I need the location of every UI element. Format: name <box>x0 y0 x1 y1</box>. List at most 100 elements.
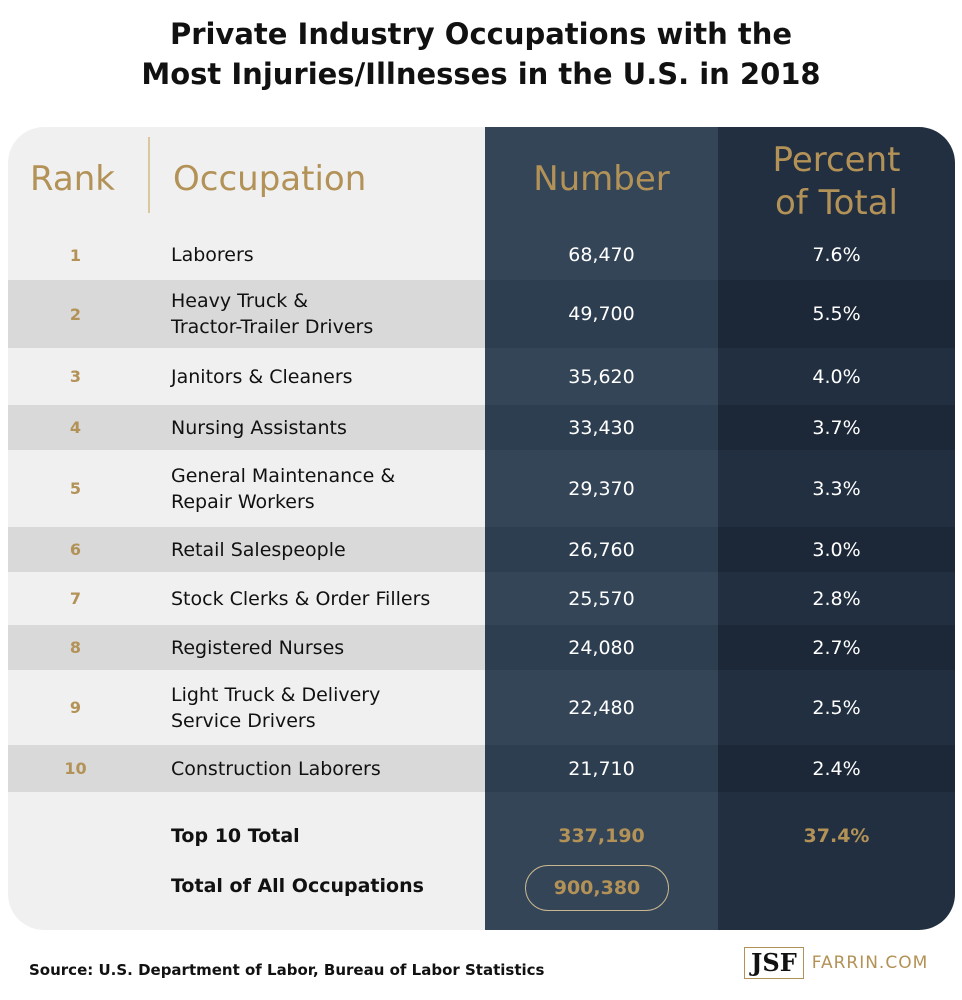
percent-cell: 2.4% <box>812 757 861 780</box>
header-rank: Rank <box>30 159 115 199</box>
row-bg-number <box>485 745 718 792</box>
number-cell: 49,700 <box>568 303 635 325</box>
rank-cell: 9 <box>69 698 82 717</box>
occupation-cell: Stock Clerks & Order Fillers <box>171 572 481 625</box>
rank-cell: 8 <box>69 638 82 657</box>
occupation-cell: Light Truck & Delivery Service Drivers <box>171 670 481 745</box>
top10-label: Top 10 Total <box>171 825 300 847</box>
number-cell: 33,430 <box>568 416 635 439</box>
occupation-cell: Nursing Assistants <box>171 405 481 450</box>
header-occupation: Occupation <box>173 159 367 199</box>
number-cell: 35,620 <box>568 365 635 388</box>
number-cell: 29,370 <box>568 477 635 500</box>
table-row: 7 Stock Clerks & Order Fillers 25,570 2.8% <box>8 572 955 625</box>
logo-text: FARRIN.COM <box>811 953 929 973</box>
percent-cell: 2.8% <box>812 587 861 610</box>
row-bg <box>8 745 485 792</box>
number-cell: 26,760 <box>568 538 635 561</box>
header-percent: Percent of Total <box>718 139 955 225</box>
row-bg-percent <box>718 527 955 572</box>
source-note: Source: U.S. Department of Labor, Bureau… <box>29 961 545 979</box>
all-occupations-label: Total of All Occupations <box>171 875 424 897</box>
row-bg <box>8 625 485 670</box>
occupation-cell: General Maintenance & Repair Workers <box>171 450 481 527</box>
table-row: 3 Janitors & Cleaners 35,620 4.0% <box>8 348 955 405</box>
rank-cell: 2 <box>69 304 82 324</box>
page-title: Private Industry Occupations with the Mo… <box>0 14 962 94</box>
table-row: 6 Retail Salespeople 26,760 3.0% <box>8 527 955 572</box>
number-cell: 25,570 <box>568 587 635 610</box>
occupation-line-1: Retail Salespeople <box>171 538 346 561</box>
row-bg-number <box>485 625 718 670</box>
table-row: 4 Nursing Assistants 33,430 3.7% <box>8 405 955 450</box>
occupation-line-1: Heavy Truck & <box>171 290 309 312</box>
rank-cell: 7 <box>69 589 82 608</box>
table-row: 2 Heavy Truck & Tractor-Trailer Drivers 49,… <box>8 280 955 348</box>
table-row: 8 Registered Nurses 24,080 2.7% <box>8 625 955 670</box>
row-bg <box>8 280 485 348</box>
number-cell: 68,470 <box>568 244 635 266</box>
table-row: 1 Laborers 68,470 7.6% <box>8 230 955 280</box>
row-bg-number <box>485 280 718 348</box>
row-bg-percent <box>718 745 955 792</box>
logo-mark: JSF <box>744 947 804 979</box>
percent-cell: 2.5% <box>812 696 861 719</box>
occupation-line-1: Registered Nurses <box>171 636 345 659</box>
percent-cell: 5.5% <box>812 303 861 325</box>
occupation-line-1: Laborers <box>171 244 254 266</box>
table-row: 5 General Maintenance & Repair Workers 29,3… <box>8 450 955 527</box>
occupation-line-1: Janitors & Cleaners <box>171 365 353 388</box>
table-body: 1 Laborers 68,470 7.6% 2 Heavy Truck & Tractor… <box>8 230 955 792</box>
table-row: 10 Construction Laborers 21,710 2.4% <box>8 745 955 792</box>
row-bg-percent <box>718 405 955 450</box>
row-bg-percent <box>718 280 955 348</box>
occupation-line-1: Stock Clerks & Order Fillers <box>171 587 431 610</box>
rank-cell: 1 <box>69 245 82 265</box>
occupation-line-1: Nursing Assistants <box>171 416 347 439</box>
occupation-line-2: Tractor-Trailer Drivers <box>171 316 374 338</box>
occupation-line-1: General Maintenance & <box>171 464 396 487</box>
occupation-cell: Heavy Truck & Tractor-Trailer Drivers <box>171 280 481 348</box>
rank-cell: 3 <box>69 367 82 386</box>
occupation-line-1: Light Truck & Delivery <box>171 683 381 706</box>
top10-number: 337,190 <box>558 825 645 847</box>
percent-cell: 3.7% <box>812 416 861 439</box>
occupation-line-2: Service Drivers <box>171 709 316 732</box>
header-percent-line-1: Percent <box>772 140 901 180</box>
percent-cell: 3.3% <box>812 477 861 500</box>
row-bg-number <box>485 527 718 572</box>
row-bg-number <box>485 405 718 450</box>
title-line-1: Private Industry Occupations with the <box>169 17 793 51</box>
percent-cell: 4.0% <box>812 365 861 388</box>
table-header: Rank Occupation Number Percent of Total <box>8 127 955 230</box>
number-cell: 22,480 <box>568 696 635 719</box>
row-bg <box>8 405 485 450</box>
rank-cell: 6 <box>69 540 82 559</box>
percent-cell: 3.0% <box>812 538 861 561</box>
header-divider <box>148 137 150 213</box>
occupation-cell: Janitors & Cleaners <box>171 348 481 405</box>
row-bg-percent <box>718 625 955 670</box>
occupation-cell: Construction Laborers <box>171 745 481 792</box>
all-occupations-number: 900,380 <box>525 865 669 911</box>
occupation-cell: Laborers <box>171 230 481 280</box>
percent-cell: 7.6% <box>812 244 861 266</box>
occupation-line-1: Construction Laborers <box>171 757 381 780</box>
occupation-line-2: Repair Workers <box>171 490 315 513</box>
occupation-cell: Retail Salespeople <box>171 527 481 572</box>
row-bg <box>8 527 485 572</box>
farrin-logo: JSF FARRIN.COM <box>744 947 928 979</box>
occupation-cell: Registered Nurses <box>171 625 481 670</box>
number-cell: 24,080 <box>568 636 635 659</box>
data-table: Rank Occupation Number Percent of Total … <box>8 127 955 930</box>
rank-cell: 10 <box>64 759 87 778</box>
number-cell: 21,710 <box>568 757 635 780</box>
table-row: 9 Light Truck & Delivery Service Drivers 22… <box>8 670 955 745</box>
percent-cell: 2.7% <box>812 636 861 659</box>
header-percent-line-2: of Total <box>775 183 898 223</box>
rank-cell: 5 <box>69 479 82 498</box>
header-number: Number <box>533 159 670 199</box>
top10-percent: 37.4% <box>803 825 870 847</box>
title-line-2: Most Injuries/Illnesses in the U.S. in 2… <box>141 57 821 91</box>
rank-cell: 4 <box>69 418 82 437</box>
